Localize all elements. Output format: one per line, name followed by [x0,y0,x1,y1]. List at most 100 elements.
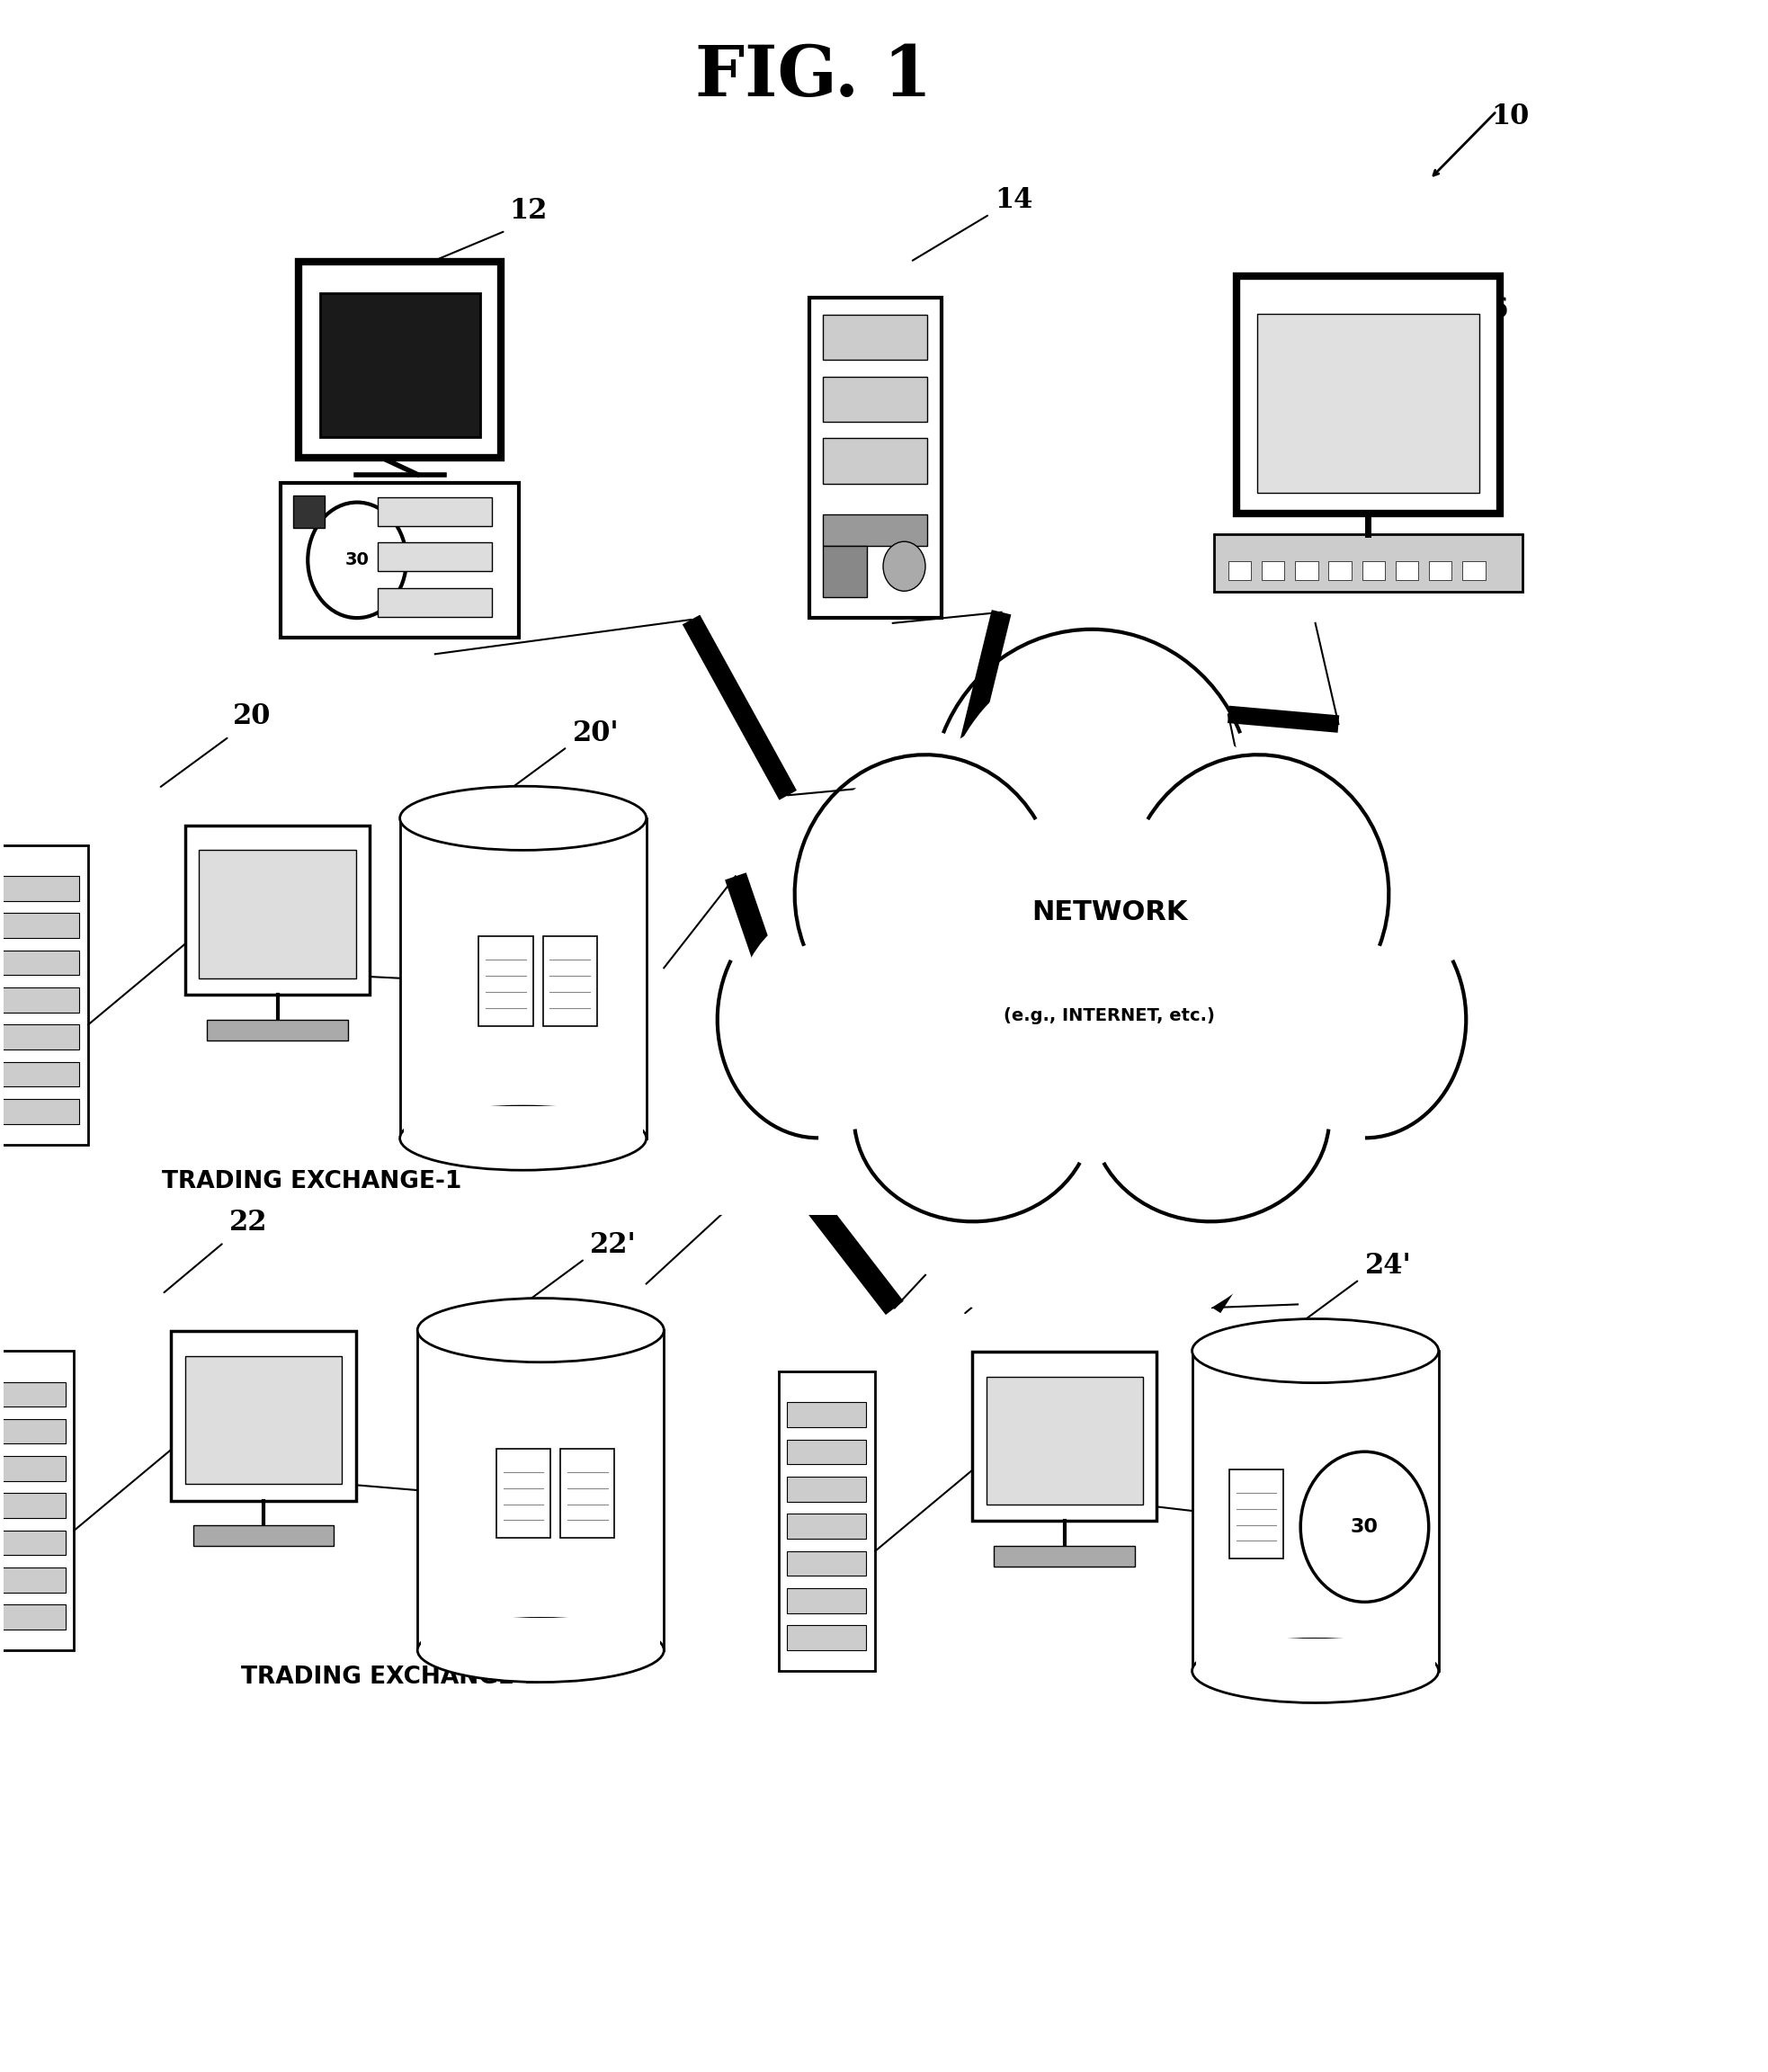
Bar [824,439,926,483]
Text: 22': 22' [591,1231,636,1260]
Bar [0,1351,74,1649]
Bar [0,1494,65,1519]
Bar [403,1106,644,1138]
Bar [378,588,492,617]
Text: FIG. 1: FIG. 1 [695,41,932,110]
Bar [1395,562,1418,580]
Text: 10: 10 [1492,104,1529,131]
Circle shape [806,754,1068,1061]
Bar [186,1355,341,1484]
Bar [0,1026,80,1048]
Bar [824,315,926,361]
Bar [972,1351,1156,1521]
Bar [824,377,926,423]
Ellipse shape [1192,1320,1439,1382]
Circle shape [1259,908,1448,1131]
Bar [1215,535,1522,593]
Bar [778,1372,875,1670]
Bar [0,951,80,976]
Text: 20': 20' [573,719,619,748]
Text: NETWORK: NETWORK [1031,899,1188,926]
Bar [0,914,80,939]
Bar [1229,562,1252,580]
Text: 30: 30 [345,551,370,568]
Bar [1429,562,1452,580]
Text: 12: 12 [509,197,546,224]
Bar [1296,562,1317,580]
Bar [1328,562,1351,580]
Text: (e.g., INTERNET, etc.): (e.g., INTERNET, etc.) [1004,1007,1215,1024]
Bar [186,825,370,995]
Circle shape [914,893,1269,1312]
Bar [0,1382,65,1407]
Bar [787,1403,866,1428]
Bar [1361,562,1384,580]
Bar [824,514,926,545]
Circle shape [735,908,925,1131]
Text: 24': 24' [1365,1251,1411,1280]
Bar [0,845,88,1144]
Bar [0,1457,65,1481]
Bar [417,1330,665,1649]
Bar [0,1061,80,1086]
Bar [543,937,598,1026]
Text: TRADING EXCHANGE-1: TRADING EXCHANGE-1 [163,1171,461,1193]
Bar [281,483,518,638]
Bar [200,850,355,978]
Text: 16: 16 [1471,296,1508,323]
Text: 24: 24 [1031,1229,1068,1258]
Bar [1462,562,1485,580]
Text: 18: 18 [1365,1001,1402,1030]
Ellipse shape [1192,1639,1439,1703]
Bar [193,1525,334,1546]
Bar [207,1019,348,1040]
Bar [994,1546,1135,1566]
Text: TRADING EXCHANGE-2: TRADING EXCHANGE-2 [240,1666,541,1689]
Bar [421,1618,661,1649]
Bar [711,1046,1473,1214]
Ellipse shape [417,1618,665,1682]
Bar [787,1477,866,1502]
Bar [0,988,80,1013]
Text: 30: 30 [1351,1519,1379,1535]
Bar [0,876,80,901]
Bar [378,543,492,572]
Bar [299,261,500,458]
Ellipse shape [400,785,647,850]
Bar [1192,1351,1439,1670]
Circle shape [937,657,1246,1019]
Circle shape [884,541,925,591]
Circle shape [819,698,1365,1341]
Bar [1257,313,1480,493]
Bar [400,818,647,1138]
Bar [1195,1639,1436,1670]
Bar [0,1606,65,1629]
Bar [1229,1469,1284,1558]
Bar [0,1569,65,1593]
Bar [810,298,941,617]
Bar [320,292,479,437]
Bar [378,497,492,526]
Circle shape [308,501,407,617]
Bar [293,495,325,528]
Bar [0,1531,65,1556]
Bar [479,937,532,1026]
Bar [787,1624,866,1649]
Text: 14: 14 [995,186,1033,213]
Bar [560,1448,615,1537]
Ellipse shape [400,1106,647,1171]
Bar [171,1330,355,1500]
Bar [1236,276,1501,514]
Bar [824,545,868,597]
Bar [987,1376,1142,1504]
Bar [787,1440,866,1465]
Bar [1262,562,1285,580]
Bar [0,1098,80,1123]
Circle shape [1301,1452,1429,1602]
Bar [497,1448,550,1537]
Text: 22: 22 [230,1208,267,1237]
Bar [787,1515,866,1539]
Bar [0,1419,65,1444]
Ellipse shape [417,1299,665,1361]
Circle shape [1116,754,1377,1061]
